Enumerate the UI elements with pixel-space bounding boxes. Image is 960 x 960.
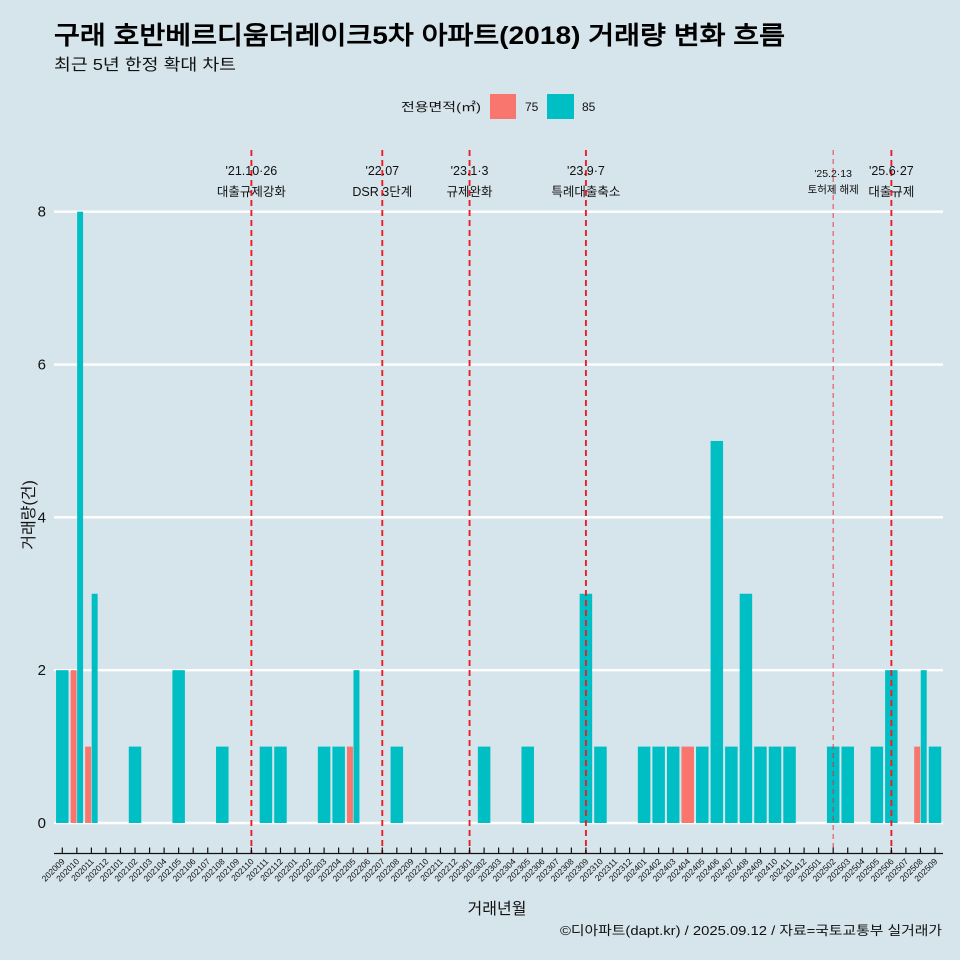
bar-85-202011	[91, 593, 98, 823]
annotation-date: '23.1·3	[451, 164, 489, 178]
bar-85-202508	[920, 670, 927, 823]
annotation-date: '25.2·13	[814, 168, 852, 180]
annotation-lines	[250, 150, 893, 853]
bar-85-202406	[710, 440, 724, 823]
bar-85-202111	[259, 746, 273, 823]
bars	[56, 211, 942, 823]
bar-85-202112	[274, 746, 287, 823]
legend: 전용면적(㎡) 75 85	[401, 94, 596, 119]
legend-label-85: 85	[582, 100, 596, 114]
annotation-label: DSR 3단계	[352, 185, 412, 199]
annotation-label: 특례대출축소	[551, 185, 620, 199]
y-tick-label: 8	[38, 204, 46, 221]
x-axis-title: 거래년월	[468, 900, 527, 918]
chart-caption: ©디아파트(dapt.kr) / 2025.09.12 / 자료=국토교통부 실…	[560, 923, 942, 938]
annotation-date: '25.6·27	[869, 164, 914, 178]
annotation-date: '21.10·26	[226, 164, 278, 178]
bar-85-202408	[739, 593, 753, 823]
bar-85-202405	[696, 746, 709, 823]
bar-85-202204	[332, 746, 345, 823]
bar-85-202102	[128, 746, 142, 823]
bar-85-202403	[666, 746, 680, 823]
bar-75-202010	[70, 670, 77, 823]
bar-85-202105	[172, 670, 185, 823]
annotation-label: 규제완화	[447, 185, 494, 199]
bar-85-202108	[216, 746, 229, 823]
y-tick-label: 0	[38, 815, 46, 832]
bar-85-202010	[77, 211, 84, 823]
annotation-labels: '21.10·26 대출규제강화 '22.07 DSR 3단계 '23.1·3 규제완화 '…	[217, 164, 914, 199]
annotation-label: 대출규제	[868, 185, 914, 199]
bar-85-202407	[725, 746, 738, 823]
bar-85-202506	[885, 670, 898, 823]
y-axis-ticks: 0 2 4 6 8	[38, 204, 46, 832]
bar-85-202203	[317, 746, 331, 823]
bar-85-202509	[928, 746, 942, 823]
legend-key-85	[547, 94, 574, 119]
chart-title: 구래 호반베르디움더레이크5차 아파트(2018) 거래량 변화 흐름	[54, 22, 785, 50]
bar-85-202505	[870, 746, 884, 823]
bar-85-202305	[521, 746, 534, 823]
legend-label-75: 75	[525, 100, 539, 114]
bar-85-202409	[754, 746, 767, 823]
x-axis-ticks	[61, 847, 936, 854]
y-tick-label: 2	[38, 662, 46, 679]
bar-85-202302	[477, 746, 491, 823]
bar-85-202309	[579, 593, 593, 823]
y-axis-title: 거래량(건)	[20, 480, 38, 550]
bar-75-202011	[85, 746, 92, 823]
bar-85-202503	[841, 746, 854, 823]
bar-85-202009	[56, 670, 69, 823]
bar-85-202401	[637, 746, 651, 823]
bar-75-202205	[346, 746, 353, 823]
bar-85-202205	[353, 670, 360, 823]
annotation-date: '22.07	[365, 164, 399, 178]
y-tick-label: 6	[38, 357, 46, 374]
annotation-date: '23.9·7	[567, 164, 605, 178]
bar-85-202402	[652, 746, 665, 823]
legend-title: 전용면적(㎡)	[401, 100, 481, 114]
bar-85-202410	[768, 746, 782, 823]
annotation-label: 토허제 해제	[808, 183, 859, 196]
y-tick-label: 4	[38, 509, 46, 526]
bar-75-202508	[914, 746, 921, 823]
bar-85-202411	[783, 746, 796, 823]
bar-85-202208	[390, 746, 404, 823]
chart-subtitle: 최근 5년 한정 확대 차트	[54, 56, 236, 74]
legend-key-75	[490, 94, 516, 119]
bar-75-202404	[681, 746, 694, 823]
bar-85-202310	[594, 746, 607, 823]
annotation-label: 대출규제강화	[217, 185, 287, 199]
